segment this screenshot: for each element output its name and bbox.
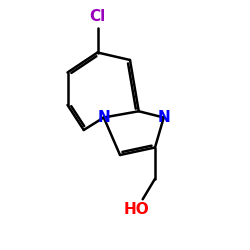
Text: Cl: Cl [90,9,106,24]
Text: N: N [98,110,110,125]
Text: HO: HO [124,202,149,218]
Text: N: N [158,110,170,125]
